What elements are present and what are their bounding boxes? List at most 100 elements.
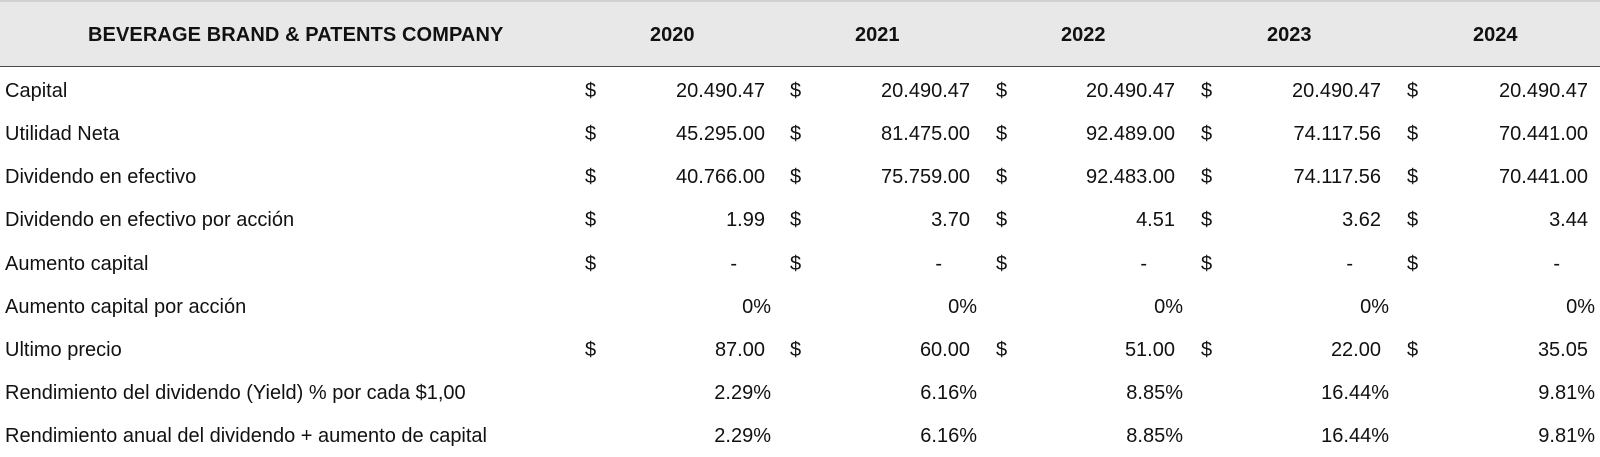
currency-symbol: $	[790, 253, 810, 276]
table-cell-value: 16.44%	[1321, 425, 1389, 448]
table-cell-value: 6.16%	[920, 382, 977, 405]
table-cell-value: -	[730, 253, 737, 276]
currency-symbol: $	[1407, 123, 1427, 146]
table-cell-value: 0%	[948, 296, 977, 319]
currency-symbol: $	[1201, 253, 1221, 276]
currency-symbol: $	[790, 339, 810, 362]
row-label: Rendimiento anual del dividendo + aument…	[5, 425, 487, 448]
table-cell-value: 16.44%	[1321, 382, 1389, 405]
table-cell-value: 0%	[1566, 296, 1595, 319]
year-2021-header: 2021	[855, 24, 900, 47]
currency-symbol: $	[585, 123, 605, 146]
currency-symbol: $	[1407, 209, 1427, 232]
year-2020-header: 2020	[650, 24, 695, 47]
table-row: Utilidad Neta $45.295.00 $81.475.00 $92.489…	[0, 110, 1600, 153]
table-row: Aumento capital $ - $ - $ - $ - $ -	[0, 240, 1600, 283]
currency-symbol: $	[1201, 166, 1221, 189]
table-cell-value: -	[1553, 253, 1560, 276]
table-cell-value: 0%	[1154, 296, 1183, 319]
table-row: Rendimiento del dividendo (Yield) % por …	[0, 369, 1600, 412]
table-cell-value: 75.759.00	[881, 166, 970, 189]
currency-symbol: $	[1407, 253, 1427, 276]
currency-symbol: $	[790, 123, 810, 146]
table-cell-value: 20.490.47	[1499, 80, 1588, 103]
table-row: Dividendo en efectivo por acción $1.99 $3.…	[0, 196, 1600, 239]
table-cell-value: 20.490.47	[676, 80, 765, 103]
currency-symbol: $	[585, 209, 605, 232]
currency-symbol: $	[1407, 166, 1427, 189]
table-row: Capital $20.490.47 $20.490.47 $20.490.47 $20…	[0, 67, 1600, 110]
year-2022-header: 2022	[1061, 24, 1106, 47]
table-cell-value: 87.00	[715, 339, 765, 362]
currency-symbol: $	[585, 253, 605, 276]
currency-symbol: $	[996, 166, 1016, 189]
row-label: Dividendo en efectivo	[5, 166, 196, 189]
table-row: Ultimo precio $87.00 $60.00 $51.00 $22.00 $35…	[0, 326, 1600, 369]
table-cell-value: 60.00	[920, 339, 970, 362]
row-label: Ultimo precio	[5, 339, 122, 362]
table-cell-value: 20.490.47	[1292, 80, 1381, 103]
currency-symbol: $	[790, 209, 810, 232]
year-2024-header: 2024	[1473, 24, 1518, 47]
currency-symbol: $	[1201, 209, 1221, 232]
company-title: BEVERAGE BRAND & PATENTS COMPANY	[88, 24, 503, 47]
table-cell-value: 74.117.56	[1294, 123, 1382, 146]
currency-symbol: $	[1407, 80, 1427, 103]
table-cell-value: 92.489.00	[1086, 123, 1175, 146]
table-row: Aumento capital por acción 0% 0% 0% 0% 0%	[0, 283, 1600, 326]
table-cell-value: 20.490.47	[1086, 80, 1175, 103]
table-cell-value: 20.490.47	[881, 80, 970, 103]
row-label: Rendimiento del dividendo (Yield) % por …	[5, 382, 466, 405]
table-cell-value: 3.70	[931, 209, 970, 232]
table-cell-value: 40.766.00	[676, 166, 765, 189]
table-cell-value: 1.99	[726, 209, 765, 232]
table-cell-value: 3.44	[1549, 209, 1588, 232]
currency-symbol: $	[1407, 339, 1427, 362]
currency-symbol: $	[996, 253, 1016, 276]
currency-symbol: $	[585, 339, 605, 362]
table-cell-value: 6.16%	[920, 425, 977, 448]
currency-symbol: $	[996, 339, 1016, 362]
year-2023-header: 2023	[1267, 24, 1312, 47]
table-cell-value: 8.85%	[1126, 382, 1183, 405]
table-cell-value: 0%	[1360, 296, 1389, 319]
table-cell-value: 51.00	[1125, 339, 1175, 362]
table-cell-value: 8.85%	[1126, 425, 1183, 448]
table-cell-value: 4.51	[1136, 209, 1175, 232]
table-row: Rendimiento anual del dividendo + aument…	[0, 412, 1600, 455]
table-cell-value: 70.441.00	[1499, 123, 1588, 146]
table-cell-value: 45.295.00	[676, 123, 765, 146]
table-cell-value: 2.29%	[714, 382, 771, 405]
row-label: Dividendo en efectivo por acción	[5, 209, 294, 232]
table-cell-value: 92.483.00	[1086, 166, 1175, 189]
currency-symbol: $	[1201, 339, 1221, 362]
table-cell-value: 9.81%	[1538, 382, 1595, 405]
table-cell-value: 9.81%	[1538, 425, 1595, 448]
currency-symbol: $	[585, 166, 605, 189]
currency-symbol: $	[996, 80, 1016, 103]
currency-symbol: $	[585, 80, 605, 103]
table-cell-value: 74.117.56	[1294, 166, 1382, 189]
table-cell-value: 70.441.00	[1499, 166, 1588, 189]
currency-symbol: $	[1201, 80, 1221, 103]
currency-symbol: $	[1201, 123, 1221, 146]
table-cell-value: 35.05	[1538, 339, 1588, 362]
table-header: BEVERAGE BRAND & PATENTS COMPANY 2020 20…	[0, 0, 1600, 67]
row-label: Aumento capital	[5, 253, 148, 276]
table-row: Dividendo en efectivo $40.766.00 $75.759.0…	[0, 153, 1600, 196]
table-cell-value: -	[935, 253, 942, 276]
table-cell-value: 0%	[742, 296, 771, 319]
row-label: Aumento capital por acción	[5, 296, 246, 319]
currency-symbol: $	[790, 166, 810, 189]
currency-symbol: $	[996, 209, 1016, 232]
currency-symbol: $	[790, 80, 810, 103]
table-cell-value: -	[1346, 253, 1353, 276]
table-cell-value: 22.00	[1331, 339, 1381, 362]
row-label: Capital	[5, 80, 67, 103]
currency-symbol: $	[996, 123, 1016, 146]
table-cell-value: 81.475.00	[881, 123, 970, 146]
table-cell-value: -	[1140, 253, 1147, 276]
table-cell-value: 2.29%	[714, 425, 771, 448]
row-label: Utilidad Neta	[5, 123, 120, 146]
